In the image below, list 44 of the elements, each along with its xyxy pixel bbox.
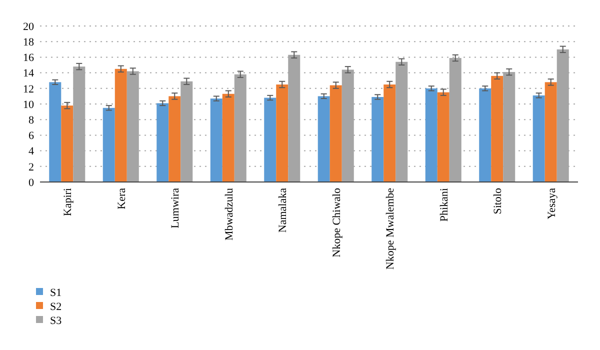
x-tick-label: Lumwira (170, 188, 182, 228)
x-tick-label: Sitolo (492, 188, 504, 214)
x-tick-label: Nkope Mwalembe (384, 188, 397, 270)
bar (437, 92, 450, 182)
bar (276, 84, 288, 182)
y-tick-label: 6 (28, 130, 34, 142)
bar (222, 94, 234, 182)
x-tick-label: Yesaya (546, 188, 558, 220)
bar (210, 98, 222, 182)
x-tick-label: Namalaka (277, 188, 290, 233)
y-tick-label: 10 (23, 98, 34, 111)
bar (114, 68, 127, 182)
x-tick-label: Kera (116, 188, 128, 210)
bar (168, 96, 181, 182)
legend-label: S3 (50, 314, 62, 327)
y-tick-label: 16 (23, 52, 34, 64)
bar (532, 95, 545, 182)
bar (102, 108, 115, 182)
bar (479, 88, 492, 182)
bar (264, 98, 276, 182)
legend-label: S2 (50, 300, 62, 313)
legend-label: S1 (50, 286, 62, 299)
y-tick-label: 2 (28, 161, 34, 174)
bar (384, 84, 396, 182)
y-tick-label: 8 (28, 114, 34, 126)
bar (491, 76, 504, 182)
bar (544, 82, 557, 182)
y-tick-label: 14 (23, 68, 34, 80)
y-tick-label: 0 (28, 176, 34, 189)
x-tick-label: Nkope Chiwalo (330, 188, 343, 258)
bar (425, 88, 438, 182)
x-tick-label: Phikani (438, 188, 450, 222)
bar (372, 96, 384, 182)
y-tick-label: 4 (28, 146, 34, 158)
bar (318, 96, 330, 182)
x-tick-label: Mbwadzulu (223, 188, 236, 241)
bar (156, 103, 169, 182)
y-tick-label: 20 (23, 20, 34, 33)
y-tick-label: 18 (23, 36, 34, 48)
bar (330, 85, 342, 182)
bar (61, 106, 74, 182)
bar (49, 82, 62, 182)
x-tick-label: Kapiri (62, 188, 74, 216)
y-tick-label: 12 (23, 83, 34, 96)
